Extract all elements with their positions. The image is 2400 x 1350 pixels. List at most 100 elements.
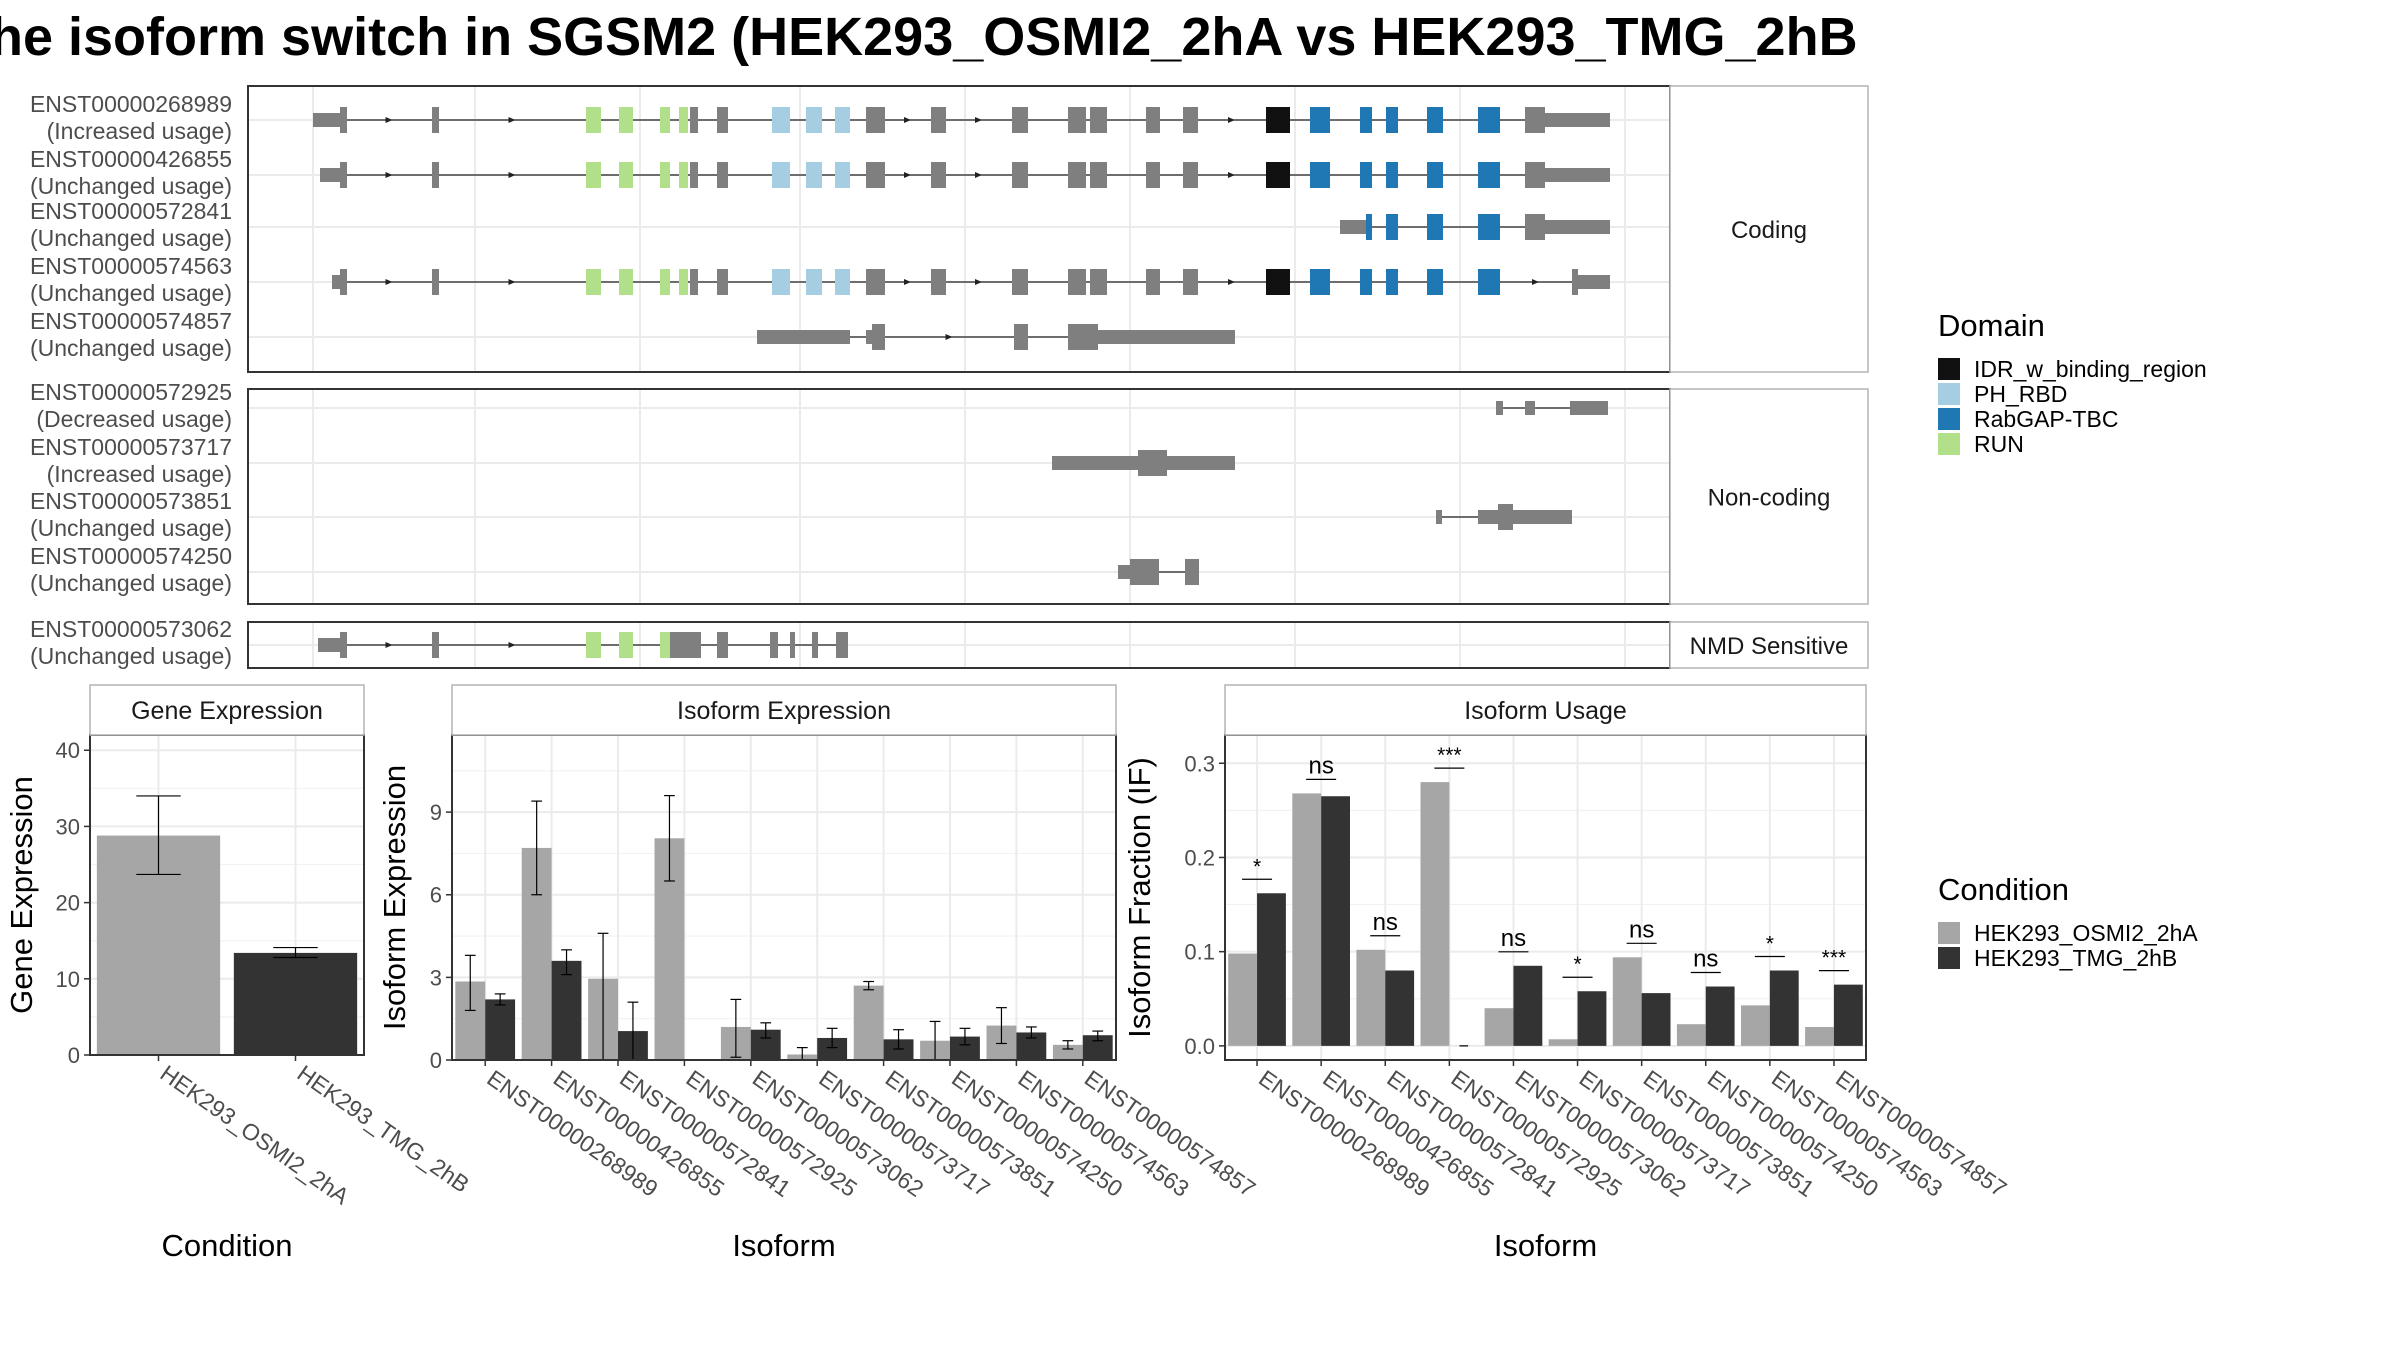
intron-arrow [975,279,982,285]
coding-exon [931,162,946,188]
transcript-id-label: ENST00000572841 [30,198,232,224]
intron-arrow [904,279,911,285]
coding-exon [1427,162,1443,188]
figure-title: he isoform switch in SGSM2 (HEK293_OSMI2… [0,7,1858,67]
utr-exon [318,638,345,652]
coding-exon [931,107,946,133]
coding-exon [1146,162,1160,188]
significance-label: ns [1373,909,1398,936]
coding-exon [1146,269,1160,295]
domain-legend-label: PH_RBD [1974,381,2067,407]
coding-exon [619,107,633,133]
facet-strip [1669,388,1869,605]
transcript-ENST00000426855: ENST00000426855(Unchanged usage) [30,146,1610,199]
domain-legend-label: IDR_w_binding_region [1974,356,2207,382]
domain-legend-swatch [1938,383,1960,405]
coding-exon [1478,269,1500,295]
y-tick-label: 20 [56,891,80,916]
coding-exon [679,269,688,295]
y-tick-label: 0.0 [1184,1034,1215,1059]
transcript-ENST00000574250: ENST00000574250(Unchanged usage) [30,543,1199,596]
transcript-id-label: ENST00000573717 [30,434,232,460]
bar [1228,953,1258,1046]
transcript-id-label: ENST00000573851 [30,488,232,514]
coding-exon [1068,324,1098,350]
utr-exon [866,330,872,344]
coding-exon [1525,162,1545,188]
y-tick-label: 40 [56,738,80,763]
structure-panel-non-coding: Non-coding ENST00000572925(Decreased usag… [30,379,1869,605]
utr-exon [1496,401,1503,415]
y-tick-label: 0.2 [1184,845,1215,870]
coding-exon [1310,162,1330,188]
coding-exon [1360,162,1372,188]
transcript-ENST00000573717: ENST00000573717(Increased usage) [30,434,1235,487]
chart-title-strip [89,684,365,736]
chart-title: Gene Expression [131,697,323,725]
coding-exon [679,107,688,133]
y-tick-label: 10 [56,967,80,992]
coding-exon [835,162,850,188]
transcript-id-label: ENST00000574250 [30,543,232,569]
domain-legend-swatch [1938,408,1960,430]
coding-exon [660,269,670,295]
coding-exon [1427,269,1443,295]
coding-exon [1090,269,1107,295]
coding-exon [1266,162,1290,188]
transcript-id-label: ENST00000574857 [30,308,232,334]
utr-exon [1545,113,1610,127]
bar [1833,984,1863,1046]
coding-exon [670,632,679,658]
condition-legend-label: HEK293_TMG_2hB [1974,945,2177,971]
coding-exon [619,162,633,188]
coding-exon [690,107,698,133]
utr-exon [1340,220,1372,234]
coding-exon [931,269,946,295]
bar [1420,782,1450,1046]
y-tick-label: 0.3 [1184,751,1215,776]
coding-exon [619,269,633,295]
bar [1257,893,1286,1046]
intron-arrow [1228,279,1235,285]
coding-exon [1427,214,1443,240]
coding-exon [1310,107,1330,133]
domain-legend: Domain IDR_w_binding_regionPH_RBDRabGAP-T… [1938,308,2207,457]
coding-exon [340,269,347,295]
coding-exon [1130,559,1159,585]
transcript-id-label: ENST00000573062 [30,616,232,642]
y-tick-label: 3 [430,965,442,990]
facet-label-1: Non-coding [1708,485,1831,512]
transcript-id-label: ENST00000572925 [30,379,232,405]
coding-exon [619,632,633,658]
transcript-usage-label: (Unchanged usage) [30,335,232,361]
intron-arrow [385,117,393,123]
x-axis-title: Condition [162,1228,293,1263]
utr-exon [1525,401,1535,415]
condition-legend-title: Condition [1938,872,2069,907]
coding-exon [1498,504,1513,530]
bar [1705,986,1735,1046]
bar [1741,1005,1770,1046]
coding-exon [1183,107,1198,133]
coding-exon [1427,107,1443,133]
bar [1484,1008,1514,1046]
bar [817,1037,848,1060]
coding-exon [586,107,601,133]
coding-exon [1068,162,1086,188]
utr-exon [1513,510,1572,524]
significance-label: * [1573,953,1581,976]
utr-exon [1545,168,1610,182]
coding-exon [866,162,885,188]
coding-exon [717,269,728,295]
coding-exon [772,107,790,133]
coding-exon [835,107,850,133]
coding-exon [679,632,701,658]
coding-exon [340,162,347,188]
coding-exon [1183,162,1198,188]
panel-background [248,86,1670,372]
transcript-usage-label: (Decreased usage) [36,406,232,432]
coding-exon [1183,269,1198,295]
